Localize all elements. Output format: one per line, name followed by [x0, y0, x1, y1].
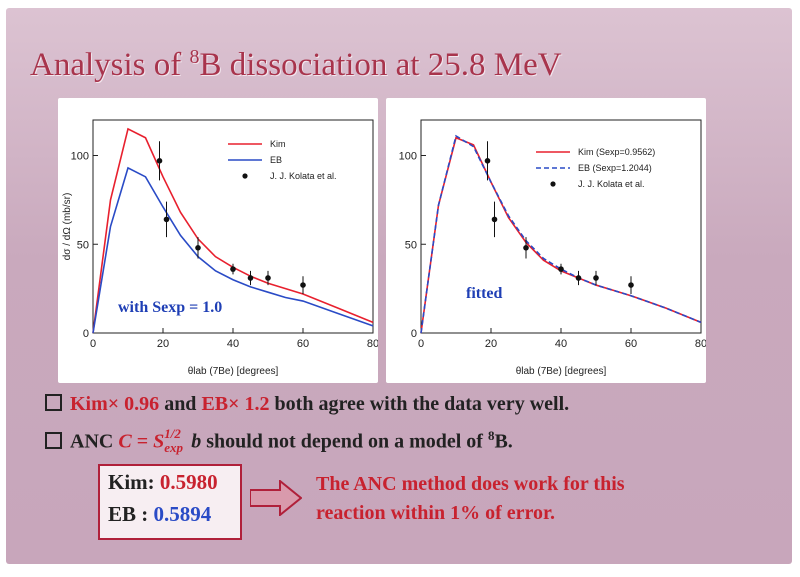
- y-tick-label: 100: [399, 151, 417, 163]
- legend-label: J. J. Kolata et al.: [270, 171, 337, 181]
- data-point: [265, 275, 271, 281]
- y-tick-label: 0: [411, 328, 417, 340]
- y-tick-label: 0: [83, 328, 89, 340]
- data-point: [491, 216, 498, 223]
- x-tick-label: 60: [625, 338, 637, 350]
- legend-marker: [242, 173, 248, 179]
- y-tick-label: 100: [71, 151, 89, 163]
- bullet-agreement: Kim× 0.96 and EB× 1.2 both agree with th…: [45, 393, 569, 416]
- series-line-1: [420, 134, 702, 334]
- left-chart: 0 20 40 60 80 0 50 100 Kim EB J. J. Kolata et al. w…: [62, 119, 378, 377]
- legend-label: EB (Sexp=1.2044): [578, 163, 652, 173]
- data-point: [230, 266, 236, 272]
- data-point: [558, 266, 564, 272]
- x-tick-label: 60: [297, 338, 309, 350]
- y-axis-label: dσ / dΩ (mb/sr): [62, 193, 73, 261]
- data-point: [163, 216, 170, 223]
- anc-results-box: Kim: 0.5980 EB : 0.5894: [98, 464, 242, 540]
- legend-label: J. J. Kolata et al.: [578, 179, 645, 189]
- data-point: [156, 158, 163, 164]
- data-point: [575, 275, 582, 281]
- x-tick-label: 40: [555, 338, 567, 350]
- x-tick-label: 0: [90, 338, 96, 350]
- x-tick-label: 20: [485, 338, 497, 350]
- x-tick-label: 40: [227, 338, 239, 350]
- right-chart: 0 20 40 60 80 0 50 100 Kim (Sexp=0.9562) EB (Sexp…: [399, 119, 706, 377]
- legend-label: Kim: [270, 139, 286, 149]
- bullet-anc: ANC C = S 1/2 exp b should not depend on a…: [45, 426, 513, 455]
- data-point: [523, 245, 529, 251]
- y-tick-label: 50: [405, 239, 417, 251]
- data-point: [300, 282, 306, 288]
- left-chart-panel: 0 20 40 60 80 0 50 100 Kim EB J. J. Kolata et al. w…: [58, 98, 378, 383]
- conclusion-text: The ANC method does work for this reacti…: [316, 473, 625, 524]
- series-line-0: [92, 127, 374, 334]
- data-point: [593, 275, 599, 281]
- anc-eb-row: EB : 0.5894: [108, 502, 212, 526]
- right-chart-panel: 0 20 40 60 80 0 50 100 Kim (Sexp=0.9562) EB (Sexp…: [386, 98, 706, 383]
- legend-marker: [550, 181, 556, 187]
- right-arrow-icon: [250, 480, 302, 516]
- legend-label: Kim (Sexp=0.9562): [578, 147, 655, 157]
- anc-kim-row: Kim: 0.5980: [108, 470, 218, 494]
- data-point: [484, 158, 491, 164]
- x-tick-label: 20: [157, 338, 169, 350]
- chart-annotation: fitted: [466, 285, 503, 302]
- legend-label: EB: [270, 155, 282, 165]
- data-point: [628, 282, 634, 288]
- y-tick-label: 50: [77, 239, 89, 251]
- data-point: [247, 275, 254, 281]
- checkbox-square-icon: [45, 431, 62, 449]
- x-axis-label: θlab (7Be) [degrees]: [516, 366, 607, 377]
- chart-annotation: with Sexp = 1.0: [118, 299, 222, 316]
- series-line-1: [92, 166, 374, 334]
- x-tick-label: 0: [418, 338, 424, 350]
- x-tick-label: 80: [367, 338, 378, 350]
- x-axis-label: θlab (7Be) [degrees]: [188, 366, 279, 377]
- slide-title: Analysis of 8B dissociation at 25.8 MeV: [30, 46, 562, 83]
- x-tick-label: 80: [695, 338, 706, 350]
- checkbox-square-icon: [45, 394, 62, 411]
- series-line-0: [420, 136, 702, 334]
- data-point: [195, 245, 201, 251]
